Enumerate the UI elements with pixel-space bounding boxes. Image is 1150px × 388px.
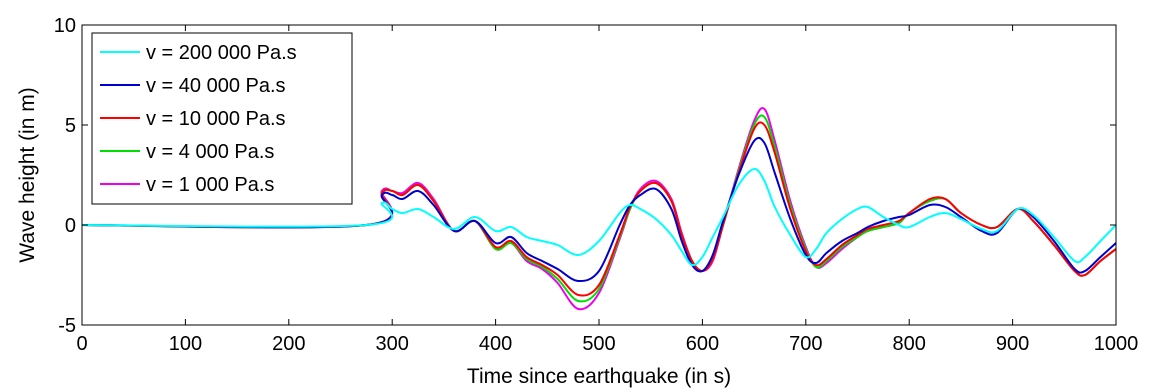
series-line-0 bbox=[81, 167, 1117, 267]
series-layer bbox=[81, 107, 1117, 311]
legend-label: v = 40 000 Pa.s bbox=[146, 75, 286, 97]
x-tick-label: 700 bbox=[789, 333, 822, 355]
x-tick-label: 200 bbox=[272, 333, 305, 355]
y-tick-label: 0 bbox=[65, 215, 76, 237]
x-tick-label: 800 bbox=[893, 333, 926, 355]
x-tick-label: 900 bbox=[996, 333, 1029, 355]
legend-label: v = 200 000 Pa.s bbox=[146, 42, 297, 64]
x-tick-label: 400 bbox=[479, 333, 512, 355]
x-tick-label: 600 bbox=[686, 333, 719, 355]
x-tick-label: 1000 bbox=[1094, 333, 1139, 355]
x-tick-label: 500 bbox=[582, 333, 615, 355]
y-axis-label: Wave height (in m) bbox=[16, 87, 39, 262]
legend-label: v = 10 000 Pa.s bbox=[146, 108, 286, 130]
x-axis-label: Time since earthquake (in s) bbox=[467, 365, 731, 388]
y-tick-label: 5 bbox=[65, 115, 76, 137]
y-tick-label: -5 bbox=[58, 315, 76, 337]
x-tick-label: 300 bbox=[376, 333, 409, 355]
x-tick-label: 0 bbox=[76, 333, 87, 355]
x-tick-label: 100 bbox=[169, 333, 202, 355]
legend: v = 200 000 Pa.s v = 40 000 Pa.s v = 10 00… bbox=[91, 32, 353, 205]
legend-label: v = 1 000 Pa.s bbox=[146, 174, 274, 196]
y-tick-label: 10 bbox=[54, 15, 76, 37]
legend-label: v = 4 000 Pa.s bbox=[146, 141, 274, 163]
